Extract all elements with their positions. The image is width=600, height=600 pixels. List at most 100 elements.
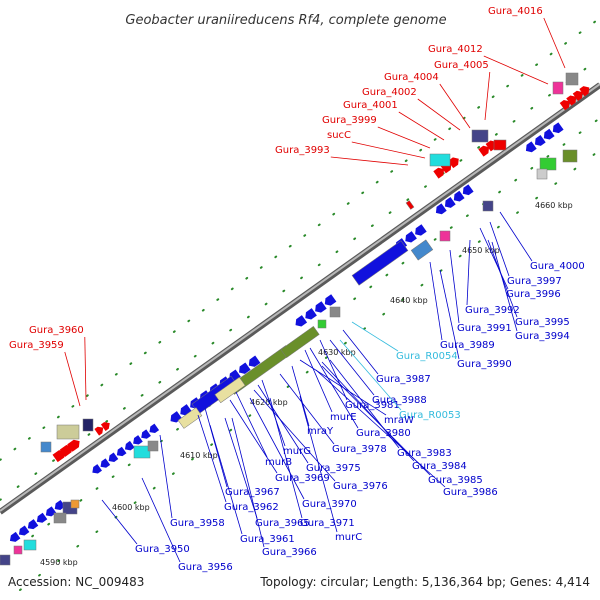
label-leader-line [417, 98, 461, 131]
gene-arrow [435, 203, 447, 215]
gene-block-red [493, 139, 507, 151]
gene-arrow [433, 167, 445, 179]
reverse-gene-label: Gura_3961 [240, 534, 295, 545]
gene-arrow [478, 145, 490, 157]
reverse-genes [0, 122, 578, 566]
gene-arrow [133, 435, 143, 445]
forward-gene-label: Gura_4001 [343, 100, 398, 111]
gene-arrow [18, 525, 30, 536]
forward-gene-label: Gura_3993 [275, 145, 330, 156]
gene-arrow [27, 519, 39, 530]
label-leader-line [543, 17, 566, 69]
gene-arrow [534, 135, 546, 146]
reverse-gene-label: Gura_3958 [170, 518, 225, 529]
reverse-gene-label: Gura_3990 [457, 359, 512, 370]
kbp-tick-label: 4650 kbp [462, 246, 500, 255]
label-leader-line [319, 339, 348, 401]
label-leader-line [439, 269, 460, 360]
gene-block-olive [280, 325, 320, 359]
gene-arrow [45, 506, 57, 517]
forward-gene-label: Gura_4004 [384, 72, 439, 83]
label-leader-line [64, 351, 81, 407]
gene-arrow [444, 197, 456, 208]
gene-block-pink [552, 81, 564, 95]
reverse-gene-label: Gura_R0053 [399, 410, 461, 421]
label-leader-line [439, 83, 471, 129]
kbp-tick-label: 4640 kbp [390, 296, 428, 305]
label-leader-line [466, 239, 471, 306]
reverse-gene-label: Gura_3994 [515, 331, 570, 342]
gene-block-khaki [214, 376, 246, 404]
gene-block-long [351, 240, 409, 286]
reverse-gene-label: Gura_3995 [515, 317, 570, 328]
gene-arrow [108, 452, 119, 462]
reverse-gene-label: Gura_3996 [506, 289, 561, 300]
gene-arrow [415, 224, 427, 236]
reverse-gene-label: Gura_4000 [530, 261, 585, 272]
gene-arrow [579, 86, 590, 97]
gene-block-cyan [429, 153, 451, 167]
label-leader-line [330, 156, 409, 166]
gene-block-red [405, 200, 415, 210]
label-leader-line [491, 241, 518, 332]
reverse-gene-label: Gura_3980 [356, 428, 411, 439]
label-leader-line [291, 365, 310, 427]
label-leader-line [351, 141, 426, 159]
gene-arrow [448, 157, 459, 169]
gene-block-gray [329, 306, 341, 318]
reverse-gene-label: Gura_3976 [333, 481, 388, 492]
gene-block-green [317, 319, 327, 329]
label-leader-line [269, 397, 303, 519]
gene-arrow [525, 141, 537, 153]
summary-text: Topology: circular; Length: 5,136,364 bp… [259, 575, 590, 589]
gene-block-gray [536, 168, 548, 180]
label-leader-line [299, 395, 338, 533]
reverse-gene-label: Gura_3983 [397, 448, 452, 459]
kbp-tick-label: 4600 kbp [112, 503, 150, 512]
gene-arrow [67, 439, 80, 452]
label-leader-line [261, 379, 286, 447]
gene-arrow [52, 450, 65, 463]
label-leader-line [253, 389, 336, 482]
gene-block-navy [482, 200, 494, 212]
gene-arrow [9, 531, 21, 542]
kbp-tick-label: 4630 kbp [318, 348, 356, 357]
gene-block-navy [0, 554, 11, 566]
gene-block-blue [410, 239, 434, 261]
reverse-gene-label: Gura_3984 [412, 461, 467, 472]
gene-arrow [94, 426, 104, 436]
gene-block-pink [439, 230, 451, 242]
forward-gene-label: sucC [327, 130, 351, 141]
reverse-gene-label: Gura_3981 [345, 400, 400, 411]
reverse-gene-label: Gura_3975 [306, 463, 361, 474]
reverse-gene-label: Gura_3950 [135, 544, 190, 555]
gene-arrow [305, 308, 317, 320]
reverse-gene-label: mraY [307, 426, 334, 437]
gene-arrow [149, 423, 160, 434]
gene-block-cyan [23, 539, 37, 551]
gene-block-cyan [133, 445, 151, 459]
label-leader-line [159, 434, 173, 519]
gene-arrow [552, 122, 564, 134]
label-leader-line [339, 339, 402, 411]
reverse-gene-label: Gura_3989 [440, 340, 495, 351]
reverse-gene-label: Gura_3988 [372, 395, 427, 406]
reverse-gene-label: Gura_3992 [465, 305, 520, 316]
reverse-gene-label: Gura_3985 [428, 475, 483, 486]
reverse-gene-label: Gura_3987 [376, 374, 431, 385]
gene-block-khaki [56, 424, 80, 440]
label-leader-line [309, 347, 359, 429]
gene-block-gray [147, 440, 159, 452]
forward-gene-label: Gura_3960 [29, 325, 84, 336]
gene-arrow [405, 231, 417, 243]
gene-arrow [315, 301, 327, 313]
label-leader-line [257, 384, 309, 464]
reverse-gene-label: Gura_3991 [457, 323, 512, 334]
label-leader-line [449, 249, 460, 324]
gene-arrow [248, 355, 261, 367]
reverse-gene-label: murB [265, 457, 292, 468]
accession-text: Accession: NC_009483 [8, 575, 144, 589]
reverse-gene-label: Gura_3966 [262, 547, 317, 558]
reverse-gene-label: Gura_3965 [255, 518, 310, 529]
